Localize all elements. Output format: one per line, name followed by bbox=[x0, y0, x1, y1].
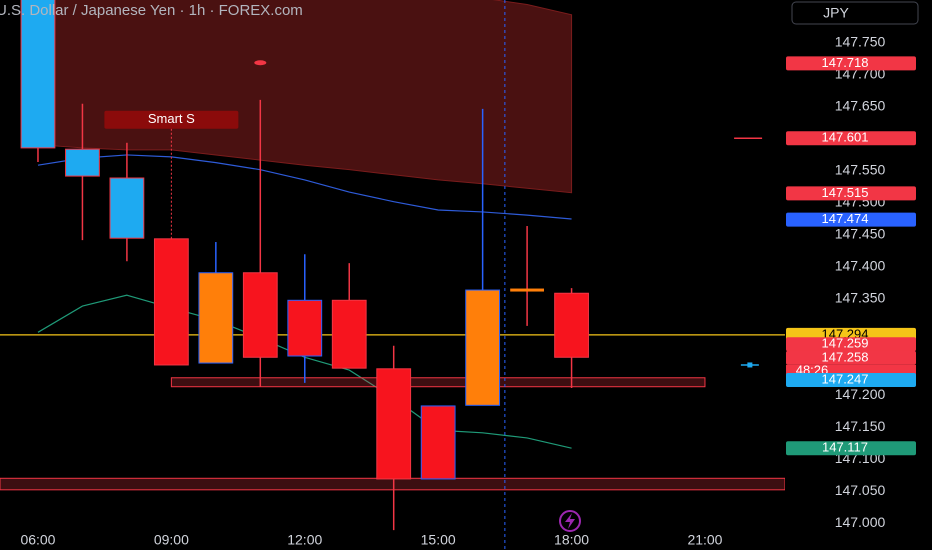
marker bbox=[747, 362, 753, 368]
chart-title: U.S. Dollar / Japanese Yen · 1h · FOREX.… bbox=[0, 2, 303, 19]
candle-body bbox=[331, 299, 367, 369]
plot-area: Smart S bbox=[0, 0, 785, 550]
price-label: 147.601 bbox=[822, 130, 869, 145]
y-tick-label: 147.650 bbox=[835, 98, 886, 114]
price-label-box bbox=[786, 56, 916, 71]
x-tick-label: 15:00 bbox=[421, 532, 456, 548]
y-tick-label: 147.350 bbox=[835, 290, 886, 306]
y-tick-label: 147.750 bbox=[835, 34, 886, 50]
x-tick-label: 12:00 bbox=[287, 532, 322, 548]
marker bbox=[254, 60, 267, 66]
zone bbox=[170, 377, 706, 388]
price-label: 147.474 bbox=[822, 211, 869, 226]
candle-body bbox=[376, 368, 412, 480]
alert-icon bbox=[559, 510, 581, 532]
y-tick-label: 147.050 bbox=[835, 482, 886, 498]
currency-button-label[interactable]: JPY bbox=[823, 5, 849, 21]
x-tick-label: 06:00 bbox=[20, 532, 55, 548]
price-label-box bbox=[786, 441, 916, 456]
x-tick-label: 18:00 bbox=[554, 532, 589, 548]
candle-body bbox=[20, 0, 56, 149]
currency-button[interactable] bbox=[791, 1, 919, 25]
price-label-box bbox=[786, 350, 916, 365]
annotation-box bbox=[104, 110, 239, 129]
candle-body bbox=[109, 177, 145, 239]
y-tick-label: 147.150 bbox=[835, 418, 886, 434]
price-label: 147.247 bbox=[822, 371, 869, 386]
price-label-box bbox=[786, 131, 916, 146]
cloud-band bbox=[37, 0, 573, 194]
zone bbox=[0, 477, 785, 491]
y-tick-label: 147.450 bbox=[835, 226, 886, 242]
candle-body bbox=[465, 289, 501, 406]
candle-body bbox=[242, 272, 278, 358]
candle-body bbox=[510, 288, 544, 292]
price-axis: 147.000147.050147.100147.150147.200147.3… bbox=[786, 34, 916, 530]
y-tick-label: 147.400 bbox=[835, 258, 886, 274]
annotation-label: Smart S bbox=[148, 111, 195, 126]
price-label-box bbox=[786, 212, 916, 227]
y-tick-label: 147.000 bbox=[835, 514, 886, 530]
y-tick-label: 147.200 bbox=[835, 386, 886, 402]
price-label: 147.117 bbox=[822, 440, 868, 455]
price-label: 147.259 bbox=[822, 336, 869, 351]
x-tick-label: 09:00 bbox=[154, 532, 189, 548]
candle-body bbox=[287, 299, 323, 357]
candle-body bbox=[198, 272, 234, 364]
x-tick-label: 21:00 bbox=[687, 532, 722, 548]
price-label: 147.515 bbox=[822, 185, 869, 200]
price-label-box bbox=[786, 372, 916, 387]
price-label-box bbox=[786, 186, 916, 201]
price-label: 147.718 bbox=[822, 55, 869, 70]
candle-body bbox=[65, 148, 100, 177]
candle-body bbox=[420, 405, 456, 480]
y-tick-label: 147.550 bbox=[835, 162, 886, 178]
candle-body bbox=[554, 292, 589, 358]
price-label-box bbox=[786, 337, 916, 352]
price-label: 147.258 bbox=[822, 349, 869, 364]
candle-body bbox=[153, 238, 189, 366]
